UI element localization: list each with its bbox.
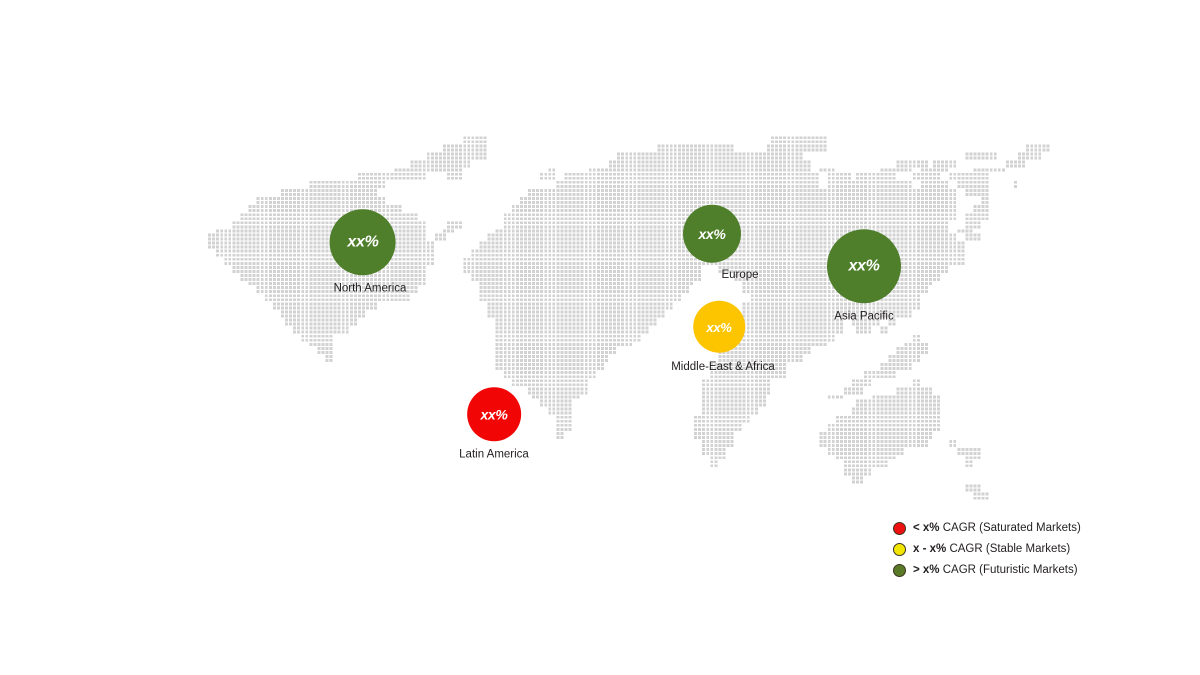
bubble-label-latin-america: Latin America: [459, 448, 529, 461]
bubble-circle-latin-america: xx%: [467, 387, 521, 442]
region-bubble-europe[interactable]: xx% Europe: [683, 204, 759, 282]
bubble-circle-north-america: xx%: [329, 209, 396, 276]
bubble-label-europe: Europe: [721, 268, 759, 281]
legend-label-saturated: < x% CAGR (Saturated Markets): [913, 521, 1081, 535]
legend-desc-stable: CAGR (Stable Markets): [946, 542, 1071, 555]
legend-label-futuristic: > x% CAGR (Futuristic Markets): [913, 563, 1078, 577]
bubble-value-europe: xx%: [698, 225, 726, 242]
legend-desc-futuristic: CAGR (Futuristic Markets): [939, 563, 1078, 576]
legend-label-stable: x - x% CAGR (Stable Markets): [913, 542, 1071, 556]
bubble-label-north-america: North America: [333, 282, 407, 295]
legend-range-saturated: < x%: [913, 521, 940, 534]
legend-row-stable[interactable]: x - x% CAGR (Stable Markets): [893, 539, 1081, 560]
legend-row-futuristic[interactable]: > x% CAGR (Futuristic Markets): [893, 560, 1081, 581]
region-bubble-middle-east-africa[interactable]: xx% Middle-East & Africa: [667, 300, 775, 374]
bubble-value-north-america: xx%: [347, 233, 379, 251]
region-bubble-asia-pacific[interactable]: xx% Asia Pacific: [827, 229, 901, 323]
bubble-circle-asia-pacific: xx%: [827, 229, 901, 304]
bubble-value-latin-america: xx%: [480, 406, 508, 423]
legend-row-saturated[interactable]: < x% CAGR (Saturated Markets): [893, 518, 1081, 539]
legend: < x% CAGR (Saturated Markets) x - x% CAGR…: [893, 518, 1081, 581]
legend-desc-saturated: CAGR (Saturated Markets): [939, 521, 1081, 534]
bubble-label-asia-pacific: Asia Pacific: [834, 310, 894, 323]
bubble-label-middle-east-africa: Middle-East & Africa: [671, 360, 775, 373]
legend-range-stable: x - x%: [913, 542, 947, 555]
legend-swatch-stable-icon: [893, 543, 906, 556]
region-bubble-latin-america[interactable]: xx% Latin America: [459, 387, 529, 461]
bubble-circle-europe: xx%: [683, 204, 741, 263]
legend-swatch-futuristic-icon: [893, 564, 906, 577]
region-bubble-north-america[interactable]: xx% North America: [327, 209, 406, 295]
bubble-value-middle-east-africa: xx%: [706, 319, 732, 335]
bubble-value-asia-pacific: xx%: [848, 257, 880, 275]
legend-range-futuristic: > x%: [913, 563, 940, 576]
legend-swatch-saturated-icon: [893, 522, 906, 535]
bubble-circle-middle-east-africa: xx%: [692, 300, 745, 353]
